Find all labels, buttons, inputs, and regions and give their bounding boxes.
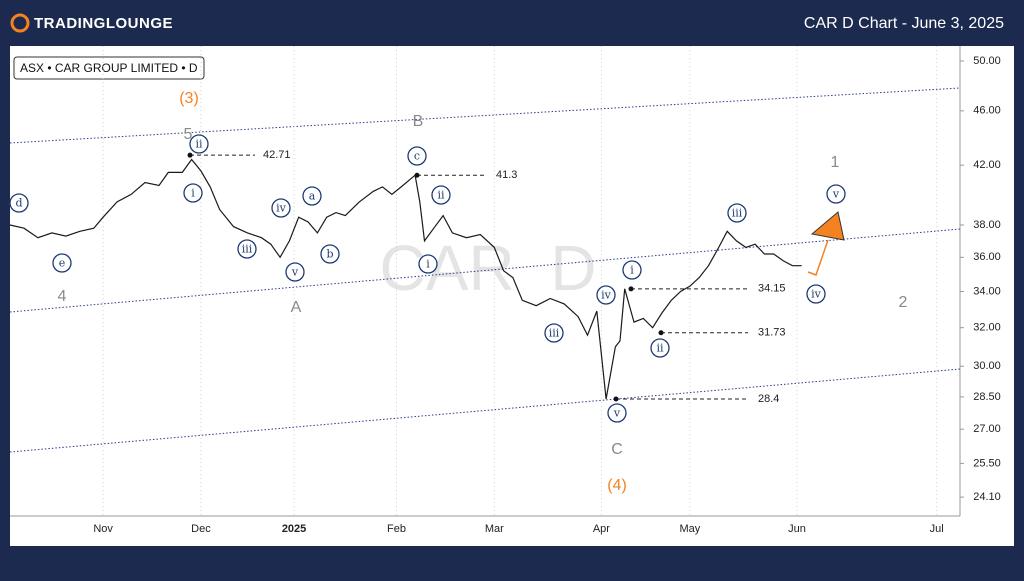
wave-label: i: [630, 264, 634, 277]
wave-label: 2: [899, 294, 908, 311]
wave-label: (3): [179, 90, 199, 107]
wave-circle: [52, 253, 72, 273]
wave-label: 5: [184, 126, 193, 143]
y-tick-label: 30.00: [973, 360, 1001, 372]
y-tick-label: 36.00: [973, 251, 1001, 263]
x-tick-label: Feb: [387, 523, 406, 535]
level-dot: [187, 152, 193, 158]
wave-circle: [271, 198, 291, 218]
wave-circle: [285, 262, 305, 282]
y-tick-label: 46.00: [973, 105, 1001, 117]
level-label: 34.15: [758, 283, 786, 295]
level-label: 28.4: [758, 393, 779, 405]
wave-label: B: [413, 113, 424, 130]
y-tick-label: 32.00: [973, 322, 1001, 334]
wave-circle: [237, 239, 257, 259]
wave-circle: [183, 183, 203, 203]
wave-circle: [9, 193, 29, 213]
projection: [807, 211, 845, 276]
channel-upper: [9, 87, 961, 144]
x-tick-label: Mar: [485, 523, 504, 535]
level-dot: [628, 286, 634, 292]
plot-panel: [10, 46, 1014, 546]
wave-label: i: [426, 258, 430, 271]
channel-lines: [9, 87, 961, 453]
wave-circle: [622, 260, 642, 280]
wave-label: v: [613, 407, 621, 420]
wave-label: d: [15, 197, 22, 210]
legend-box: [13, 56, 205, 80]
level-label: 42.71: [263, 149, 291, 161]
channel-middle: [9, 228, 961, 313]
wave-label: iii: [732, 207, 743, 220]
wave-label: ii: [656, 342, 664, 355]
wave-label: (4): [607, 477, 627, 494]
level-label: 31.73: [758, 327, 786, 339]
x-tick-label: May: [680, 523, 701, 535]
wave-label: v: [291, 266, 299, 279]
x-tick-label: Jun: [788, 523, 806, 535]
wave-circle: [189, 134, 209, 154]
wave-circle: [826, 184, 846, 204]
wave-label: v: [832, 188, 840, 201]
wave-label: c: [414, 150, 420, 163]
y-tick-label: 42.00: [973, 159, 1001, 171]
wave-circle: [302, 186, 322, 206]
wave-circle: [727, 203, 747, 223]
watermark: CAR D: [380, 232, 597, 304]
level-dot: [414, 172, 420, 178]
wave-label: i: [191, 187, 195, 200]
wave-circle: [431, 185, 451, 205]
wave-label: iv: [811, 288, 822, 301]
wave-label: A: [291, 299, 302, 316]
x-tick-label: Jul: [930, 523, 944, 535]
projection-path: [807, 239, 829, 276]
wave-label: iv: [276, 202, 287, 215]
y-tick-label: 34.00: [973, 285, 1001, 297]
x-tick-label: Apr: [593, 523, 610, 535]
wave-circle: [407, 146, 427, 166]
y-tick-label: 28.50: [973, 391, 1001, 403]
wave-circle: [806, 284, 826, 304]
level-label: 41.3: [496, 169, 517, 181]
chart-title: CAR D Chart - June 3, 2025: [804, 15, 1004, 32]
x-tick-label: 2025: [282, 523, 306, 535]
wave-label: iv: [601, 289, 612, 302]
wave-label: a: [309, 190, 316, 203]
wave-circle: [320, 244, 340, 264]
channel-lower: [9, 368, 961, 453]
wave-circle: [544, 323, 564, 343]
wave-label: iii: [242, 243, 253, 256]
x-tick-label: Nov: [93, 523, 113, 535]
wave-circle: [650, 338, 670, 358]
wave-circle: [418, 254, 438, 274]
wave-circle: [607, 403, 627, 423]
logo: TradingLounge: [10, 13, 173, 33]
y-tick-label: 25.50: [973, 457, 1001, 469]
wave-circle: [596, 285, 616, 305]
wave-label: ii: [195, 138, 203, 151]
wave-label: 4: [58, 288, 67, 305]
wave-label: 1: [831, 154, 840, 171]
wave-label: iii: [549, 327, 560, 340]
y-tick-label: 27.00: [973, 423, 1001, 435]
logo-icon: [10, 13, 30, 33]
y-tick-label: 24.10: [973, 491, 1001, 503]
level-dot: [613, 396, 619, 402]
projection-arrow: [810, 211, 845, 241]
wave-label: b: [326, 248, 333, 261]
wave-label: ii: [437, 189, 445, 202]
y-tick-label: 38.00: [973, 219, 1001, 231]
wave-label: e: [59, 257, 66, 270]
level-dot: [658, 330, 664, 336]
price-line: [9, 158, 802, 400]
wave-label: C: [611, 441, 623, 458]
legend-text: ASX • CAR GROUP LIMITED • D: [20, 61, 198, 75]
x-tick-label: Dec: [191, 523, 211, 535]
brand: TradingLounge: [34, 15, 173, 32]
y-tick-label: 50.00: [973, 55, 1001, 67]
